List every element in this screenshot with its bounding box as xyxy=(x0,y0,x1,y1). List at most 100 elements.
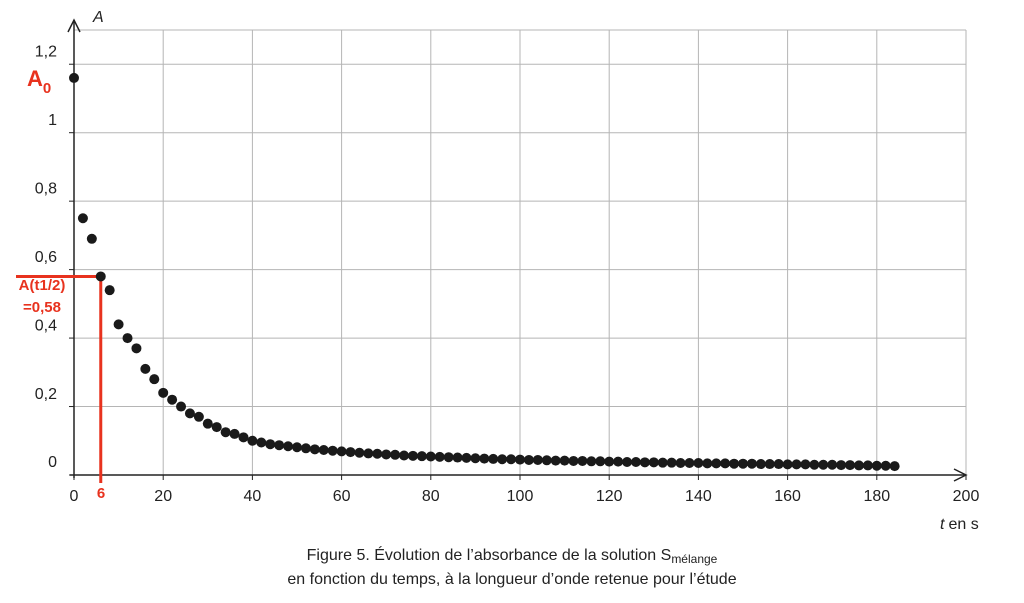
x-unit: en s xyxy=(948,516,978,533)
data-point xyxy=(488,453,499,464)
a0-main: A xyxy=(27,66,43,91)
data-point xyxy=(541,455,552,466)
data-point xyxy=(497,454,508,465)
data-point xyxy=(729,458,740,469)
x-tick-label: 60 xyxy=(333,488,351,505)
data-point xyxy=(327,445,338,456)
data-point xyxy=(479,453,490,464)
data-point xyxy=(452,452,463,463)
data-point xyxy=(568,455,579,466)
caption-line1: Figure 5. Évolution de l’absorbance de l… xyxy=(307,545,718,566)
data-point xyxy=(309,444,320,455)
data-point xyxy=(184,408,195,419)
data-point xyxy=(461,452,472,463)
x-tick-label: 80 xyxy=(422,488,440,505)
data-point xyxy=(577,455,588,466)
data-point xyxy=(292,442,302,453)
x-axis-label: t en s xyxy=(940,516,979,533)
data-point xyxy=(657,457,668,468)
data-point xyxy=(256,437,267,448)
data-point xyxy=(122,333,133,344)
data-point xyxy=(630,456,641,467)
data-point xyxy=(684,458,695,469)
y-tick-label: 0,4 xyxy=(35,317,57,334)
data-point xyxy=(639,457,650,468)
data-point xyxy=(622,456,633,467)
data-point xyxy=(595,456,606,467)
y-arrow xyxy=(67,18,81,33)
y-tick-label: 1 xyxy=(48,112,57,129)
y-axis-label: A xyxy=(92,9,104,26)
a0-sub: 0 xyxy=(43,80,51,97)
data-point xyxy=(238,432,249,443)
data-point xyxy=(77,213,88,224)
data-point xyxy=(113,319,124,330)
data-point xyxy=(390,449,401,460)
data-point xyxy=(755,459,766,470)
data-point xyxy=(550,455,561,466)
x-tick-label: 0 xyxy=(70,488,79,505)
caption-line2: en fonction du temps, à la longueur d’on… xyxy=(287,571,736,588)
data-point xyxy=(193,411,204,422)
y-tick-label: 0,6 xyxy=(35,249,57,266)
data-point xyxy=(229,428,240,439)
data-point xyxy=(506,454,517,465)
x-var: t xyxy=(940,516,945,533)
data-point xyxy=(809,459,820,470)
data-point xyxy=(407,450,418,461)
data-point xyxy=(176,401,187,412)
data-point xyxy=(381,449,392,460)
data-point xyxy=(523,454,534,465)
x-tick-label: 200 xyxy=(953,488,980,505)
data-point xyxy=(425,451,436,462)
data-point xyxy=(95,271,106,282)
data-point xyxy=(827,459,838,470)
data-point xyxy=(800,459,811,470)
x-tick-label: 40 xyxy=(244,488,262,505)
y-tick-label: 0,2 xyxy=(35,386,57,403)
data-point xyxy=(354,447,365,458)
data-point xyxy=(586,456,597,467)
x-tick-label: 100 xyxy=(507,488,534,505)
data-point xyxy=(336,446,347,457)
data-point xyxy=(69,72,79,83)
data-point xyxy=(470,453,481,464)
y-tick-label: 0,8 xyxy=(35,180,57,197)
data-point xyxy=(889,461,900,472)
x-tick-label: 160 xyxy=(774,488,801,505)
x-tick-label: 20 xyxy=(154,488,172,505)
data-point xyxy=(167,394,178,405)
data-point xyxy=(702,458,713,469)
data-point xyxy=(345,447,356,458)
data-point xyxy=(363,448,374,459)
caption-sub: mélange xyxy=(671,552,717,566)
data-point xyxy=(720,458,731,469)
half-life-value: =0,58 xyxy=(23,299,61,316)
data-point xyxy=(399,450,410,461)
data-point xyxy=(746,458,757,469)
data-point xyxy=(871,460,882,471)
data-point xyxy=(532,454,543,465)
data-point xyxy=(265,439,276,450)
data-point xyxy=(220,427,231,438)
data-point xyxy=(711,458,722,469)
data-point xyxy=(149,374,160,385)
data-point xyxy=(764,459,775,470)
data-point xyxy=(443,452,454,463)
x-tick-label: 180 xyxy=(863,488,890,505)
data-point xyxy=(131,343,142,354)
data-point xyxy=(836,460,847,471)
data-point xyxy=(773,459,784,470)
data-point xyxy=(693,458,704,469)
half-life-label: A(t1/2) xyxy=(19,277,66,294)
data-point xyxy=(738,458,748,469)
data-point xyxy=(818,459,829,470)
data-point xyxy=(202,418,213,429)
data-point xyxy=(318,445,329,456)
data-point xyxy=(666,457,677,468)
data-point xyxy=(372,448,383,459)
y-tick-label: 1,2 xyxy=(35,43,57,60)
data-point xyxy=(300,443,311,454)
data-point xyxy=(434,451,445,462)
